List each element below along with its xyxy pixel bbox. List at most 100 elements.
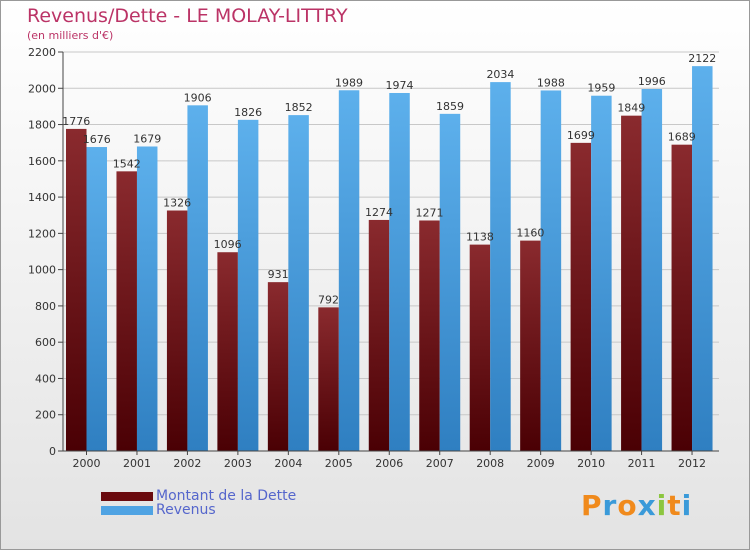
data-label-debt: 1274 xyxy=(365,206,393,219)
x-tick-label: 2001 xyxy=(123,457,151,470)
chart-subtitle: (en milliers d'€) xyxy=(27,29,114,42)
logo-letter: o xyxy=(617,489,638,522)
data-label-revenus: 1676 xyxy=(83,133,111,146)
data-label-revenus: 1826 xyxy=(234,106,262,119)
bar-debt-2009 xyxy=(520,240,541,451)
logo-letter: r xyxy=(602,489,618,522)
bar-revenus-2009 xyxy=(540,90,562,451)
y-axis-ticks: 0 200 400 600 800 1000 1200 1400 1600 1800 2000 220… xyxy=(28,46,63,458)
x-tick-label: 2005 xyxy=(325,457,353,470)
data-label-revenus: 1852 xyxy=(285,101,313,114)
bar-debt-2004 xyxy=(267,282,289,451)
bar-revenus-2002 xyxy=(187,105,208,451)
x-tick-label: 2002 xyxy=(173,457,201,470)
y-tick-label: 1600 xyxy=(28,155,56,168)
bar-debt-2011 xyxy=(621,115,642,452)
logo-letter: i xyxy=(681,489,693,522)
bar-debt-2006 xyxy=(368,219,390,451)
x-tick-label: 2004 xyxy=(274,457,302,470)
bar-revenus-2000 xyxy=(86,147,107,451)
y-tick-label: 1800 xyxy=(28,119,56,132)
y-tick-label: 1400 xyxy=(28,191,56,204)
data-label-debt: 792 xyxy=(318,293,339,306)
bar-revenus-2011 xyxy=(641,88,663,452)
y-tick-label: 2200 xyxy=(28,46,56,59)
x-axis-ticks: 2000 2001 2002 2003 2004 2005 2006 2007 2008 2009… xyxy=(73,451,706,470)
data-label-revenus: 1988 xyxy=(537,76,565,89)
x-tick-label: 2003 xyxy=(224,457,252,470)
logo-letter: x xyxy=(637,489,657,522)
x-tick-label: 2009 xyxy=(527,457,555,470)
data-label-revenus: 1679 xyxy=(133,132,161,145)
data-label-debt: 1699 xyxy=(567,129,595,142)
bar-revenus-2005 xyxy=(338,90,360,451)
data-label-debt: 931 xyxy=(268,268,289,281)
bar-revenus-2008 xyxy=(490,82,511,452)
bar-revenus-2010 xyxy=(591,95,612,452)
x-tick-label: 2010 xyxy=(577,457,605,470)
bar-debt-2005 xyxy=(318,307,339,451)
data-label-debt: 1096 xyxy=(214,238,242,251)
y-tick-label: 600 xyxy=(35,336,56,349)
data-label-debt: 1689 xyxy=(668,131,696,144)
data-label-debt: 1326 xyxy=(163,197,191,210)
proxiti-logo: Proxiti xyxy=(581,489,692,522)
bar-revenus-2006 xyxy=(389,92,410,451)
data-label-revenus: 2122 xyxy=(688,52,716,65)
data-label-debt: 1138 xyxy=(466,231,494,244)
bars xyxy=(66,66,713,452)
legend-item-debt: Montant de la Dette xyxy=(101,488,297,504)
y-tick-label: 400 xyxy=(35,372,56,385)
legend-swatch-debt xyxy=(101,491,153,501)
data-label-revenus: 1859 xyxy=(436,100,464,113)
x-tick-label: 2000 xyxy=(73,457,101,470)
axes xyxy=(62,52,719,452)
legend-swatch-revenus xyxy=(101,505,153,515)
y-tick-label: 0 xyxy=(49,445,56,458)
chart-title: Revenus/Dette - LE MOLAY-LITTRY xyxy=(27,5,348,27)
bar-debt-2001 xyxy=(116,171,137,451)
logo-letter: P xyxy=(581,489,603,522)
bar-revenus-2012 xyxy=(692,66,713,451)
bar-debt-2002 xyxy=(166,210,188,451)
x-tick-label: 2006 xyxy=(375,457,403,470)
bar-debt-2007 xyxy=(419,220,440,451)
legend-label-debt: Montant de la Dette xyxy=(156,488,297,504)
x-tick-label: 2011 xyxy=(628,457,656,470)
y-tick-label: 200 xyxy=(35,409,56,422)
bar-debt-2000 xyxy=(66,128,87,451)
logo-letter: i xyxy=(656,489,668,522)
data-label-debt: 1160 xyxy=(516,227,544,240)
bar-revenus-2004 xyxy=(288,115,309,451)
y-tick-label: 800 xyxy=(35,300,56,313)
y-tick-label: 2000 xyxy=(28,82,56,95)
bar-revenus-2001 xyxy=(136,146,158,451)
bar-revenus-2003 xyxy=(237,119,259,451)
y-tick-label: 1200 xyxy=(28,227,56,240)
x-tick-label: 2012 xyxy=(678,457,706,470)
data-label-revenus: 1959 xyxy=(587,82,615,95)
data-label-revenus: 1989 xyxy=(335,76,363,89)
data-label-revenus: 2034 xyxy=(486,68,514,81)
x-tick-label: 2007 xyxy=(426,457,454,470)
data-label-debt: 1776 xyxy=(62,115,90,128)
bar-debt-2012 xyxy=(671,144,693,451)
bar-debt-2010 xyxy=(570,142,592,452)
legend-label-revenus: Revenus xyxy=(156,502,216,518)
y-tick-label: 1000 xyxy=(28,264,56,277)
data-label-debt: 1271 xyxy=(415,206,443,219)
legend-item-revenus: Revenus xyxy=(101,502,216,518)
bar-revenus-2007 xyxy=(439,113,461,451)
data-label-revenus: 1974 xyxy=(386,79,414,92)
bar-debt-2008 xyxy=(469,244,491,451)
data-label-debt: 1849 xyxy=(617,102,645,115)
data-label-revenus: 1906 xyxy=(184,91,212,104)
bar-debt-2003 xyxy=(217,252,238,451)
logo-letter: t xyxy=(667,489,682,522)
data-label-debt: 1542 xyxy=(113,157,141,170)
x-tick-label: 2008 xyxy=(476,457,504,470)
data-label-revenus: 1996 xyxy=(638,75,666,88)
